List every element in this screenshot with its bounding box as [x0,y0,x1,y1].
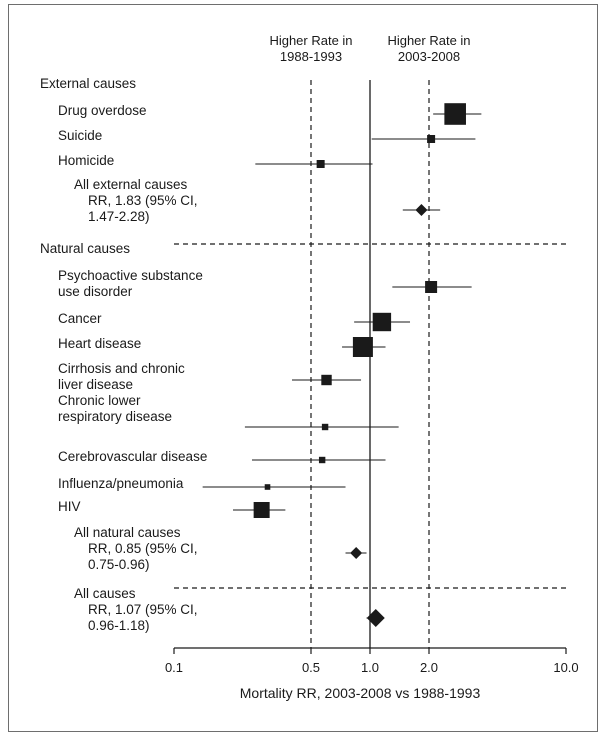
row-label: HIV [58,499,81,514]
figure-frame [8,4,598,732]
row-label: use disorder [58,284,133,299]
estimate-square [372,312,392,332]
summary-diamond [366,609,385,627]
estimate-square [316,160,325,168]
row-label: Cirrhosis and chronic [58,361,185,376]
row-label: All natural causes [74,525,181,540]
estimate-square [321,423,329,431]
row-label: Cerebrovascular disease [58,449,207,464]
x-axis-tick-label: 2.0 [420,660,438,675]
section-header: Natural causes [40,241,130,256]
row-label: liver disease [58,377,133,392]
estimate-square [253,502,270,518]
x-axis-tick-label: 0.1 [165,660,183,675]
reference-line-caption: Higher Rate in [387,33,470,48]
estimate-square [352,337,373,357]
row-label: 0.96-1.18) [88,618,150,633]
row-label: All external causes [74,177,188,192]
row-label: All causes [74,586,136,601]
row-label: 0.75-0.96) [88,557,150,572]
estimate-square [425,281,438,293]
estimate-square [318,456,326,464]
x-axis-tick-label: 1.0 [361,660,379,675]
x-axis-tick-label: 0.5 [302,660,320,675]
estimate-square [321,374,332,386]
row-label: RR, 1.83 (95% CI, [88,193,198,208]
row-label: Heart disease [58,336,141,351]
row-label: RR, 1.07 (95% CI, [88,602,198,617]
row-label: Cancer [58,311,102,326]
reference-line-caption: 1988-1993 [280,49,342,64]
row-label: respiratory disease [58,409,172,424]
reference-line-caption: 2003-2008 [398,49,460,64]
row-label: Influenza/pneumonia [58,476,184,491]
row-label: RR, 0.85 (95% CI, [88,541,198,556]
row-label: Chronic lower [58,393,141,408]
row-label: Suicide [58,128,102,143]
reference-line-caption: Higher Rate in [269,33,352,48]
x-axis-title: Mortality RR, 2003-2008 vs 1988-1993 [240,685,481,701]
estimate-square [427,135,436,143]
summary-diamond [350,547,363,559]
row-label: Homicide [58,153,114,168]
section-header: External causes [40,76,136,91]
summary-diamond [415,204,428,216]
row-label: Psychoactive substance [58,268,203,283]
estimate-square [444,103,466,125]
x-axis-tick-label: 10.0 [553,660,578,675]
row-label: Drug overdose [58,103,147,118]
estimate-square [264,484,271,490]
row-label: 1.47-2.28) [88,209,150,224]
